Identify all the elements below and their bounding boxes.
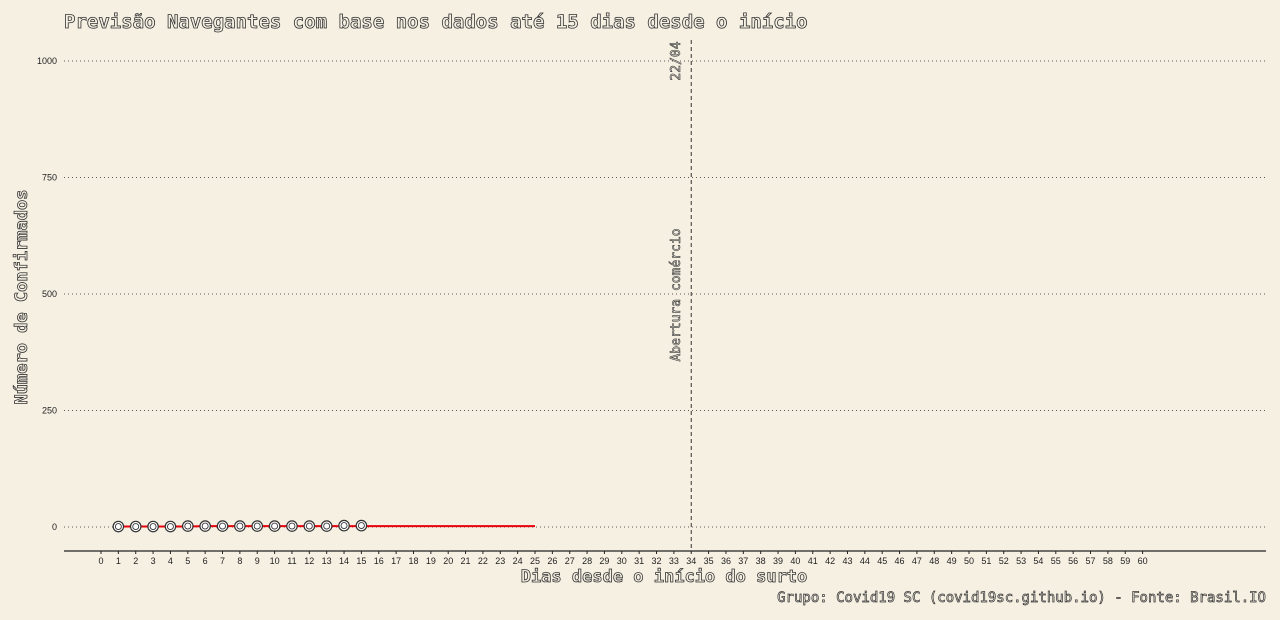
- x-tick-label: 25: [530, 556, 540, 566]
- observed-point: [268, 520, 281, 532]
- x-tick-label: 5: [185, 556, 190, 566]
- x-tick-label: 43: [842, 556, 852, 566]
- x-tick-label: 6: [203, 556, 208, 566]
- x-tick-label: 53: [1016, 556, 1026, 566]
- x-tick-label: 59: [1120, 556, 1130, 566]
- x-tick-label: 34: [686, 556, 696, 566]
- x-axis-title: Dias desde o início do surto: [521, 567, 808, 587]
- event-marker: 22/04 Abertura comércio: [669, 40, 692, 551]
- x-tick-label: 31: [634, 556, 644, 566]
- y-tick-label: 1000: [37, 56, 57, 66]
- x-tick-label: 51: [981, 556, 991, 566]
- x-tick-label: 52: [999, 556, 1009, 566]
- x-tick-label: 38: [756, 556, 766, 566]
- observed-point: [303, 520, 316, 532]
- x-tick-label: 36: [721, 556, 731, 566]
- x-tick-label: 18: [408, 556, 418, 566]
- x-tick-label: 42: [825, 556, 835, 566]
- x-tick-label: 17: [391, 556, 401, 566]
- x-tick-label: 21: [461, 556, 471, 566]
- x-tick-label: 32: [652, 556, 662, 566]
- x-tick-label: 4: [168, 556, 173, 566]
- x-tick-label: 41: [808, 556, 818, 566]
- observed-point: [234, 520, 246, 532]
- x-tick-label: 23: [495, 556, 505, 566]
- x-tick-label: 50: [964, 556, 974, 566]
- x-tick-label: 1: [116, 556, 121, 566]
- x-tick-label: 33: [669, 556, 679, 566]
- x-tick-label: 45: [877, 556, 887, 566]
- observed-point: [112, 520, 125, 533]
- y-tick-label: 500: [42, 289, 57, 299]
- event-description-label: Abertura comércio: [669, 228, 684, 361]
- x-tick-label: 22: [478, 556, 488, 566]
- x-tick-label: 49: [947, 556, 957, 566]
- y-tick-label: 250: [42, 406, 57, 416]
- observed-point: [320, 520, 333, 532]
- x-axis-ticks: 0 1 2 3 4 5 6 7 8 9 10 11 12 13 14 15 16 17 18 19 20 21 22 23 24…: [98, 551, 1148, 566]
- x-tick-label: 30: [617, 556, 627, 566]
- x-tick-label: 55: [1051, 556, 1061, 566]
- x-tick-label: 57: [1086, 556, 1096, 566]
- y-tick-label: 0: [52, 522, 57, 532]
- x-tick-label: 15: [356, 556, 366, 566]
- x-tick-label: 0: [98, 556, 103, 566]
- observed-point: [129, 520, 142, 533]
- observed-point: [199, 520, 211, 532]
- x-tick-label: 58: [1103, 556, 1113, 566]
- x-tick-label: 20: [443, 556, 453, 566]
- x-tick-label: 44: [860, 556, 870, 566]
- y-tick-label: 750: [42, 173, 57, 183]
- x-tick-label: 54: [1033, 556, 1043, 566]
- observed-point: [147, 520, 159, 533]
- x-tick-label: 3: [151, 556, 156, 566]
- x-tick-label: 56: [1068, 556, 1078, 566]
- x-tick-label: 24: [513, 556, 523, 566]
- y-axis-title: Número de Confirmados: [12, 190, 32, 405]
- x-tick-label: 26: [547, 556, 557, 566]
- x-tick-label: 37: [738, 556, 748, 566]
- observed-point: [286, 520, 298, 532]
- chart-caption: Grupo: Covid19 SC (covid19sc.github.io) …: [777, 590, 1266, 606]
- observed-point: [355, 519, 368, 532]
- chart-title: Previsão Navegantes com base nos dados a…: [64, 11, 808, 33]
- x-tick-label: 19: [426, 556, 436, 566]
- x-tick-label: 28: [582, 556, 592, 566]
- x-tick-label: 39: [773, 556, 783, 566]
- x-tick-label: 46: [895, 556, 905, 566]
- observed-point: [338, 519, 350, 532]
- x-tick-label: 7: [220, 556, 225, 566]
- series: [112, 519, 535, 533]
- x-tick-label: 35: [704, 556, 714, 566]
- x-tick-label: 11: [287, 556, 296, 566]
- x-tick-label: 12: [304, 556, 314, 566]
- x-tick-label: 16: [374, 556, 384, 566]
- x-tick-label: 8: [237, 556, 242, 566]
- grid-lines: [64, 60, 1266, 528]
- x-tick-label: 9: [255, 556, 260, 566]
- x-tick-label: 27: [565, 556, 575, 566]
- x-tick-label: 48: [929, 556, 939, 566]
- observed-point: [164, 520, 177, 533]
- observed-point: [182, 520, 194, 532]
- x-tick-label: 29: [599, 556, 609, 566]
- x-tick-label: 13: [322, 556, 332, 566]
- x-tick-label: 40: [790, 556, 800, 566]
- x-tick-label: 47: [912, 556, 922, 566]
- y-axis-ticks: 0 250 500 750 1000: [37, 56, 57, 532]
- observed-point: [251, 520, 264, 532]
- x-tick-label: 2: [133, 556, 138, 566]
- x-tick-label: 60: [1138, 556, 1148, 566]
- event-date-label: 22/04: [669, 41, 684, 80]
- observed-point: [216, 520, 229, 532]
- x-tick-label: 10: [270, 556, 280, 566]
- x-tick-label: 14: [339, 556, 349, 566]
